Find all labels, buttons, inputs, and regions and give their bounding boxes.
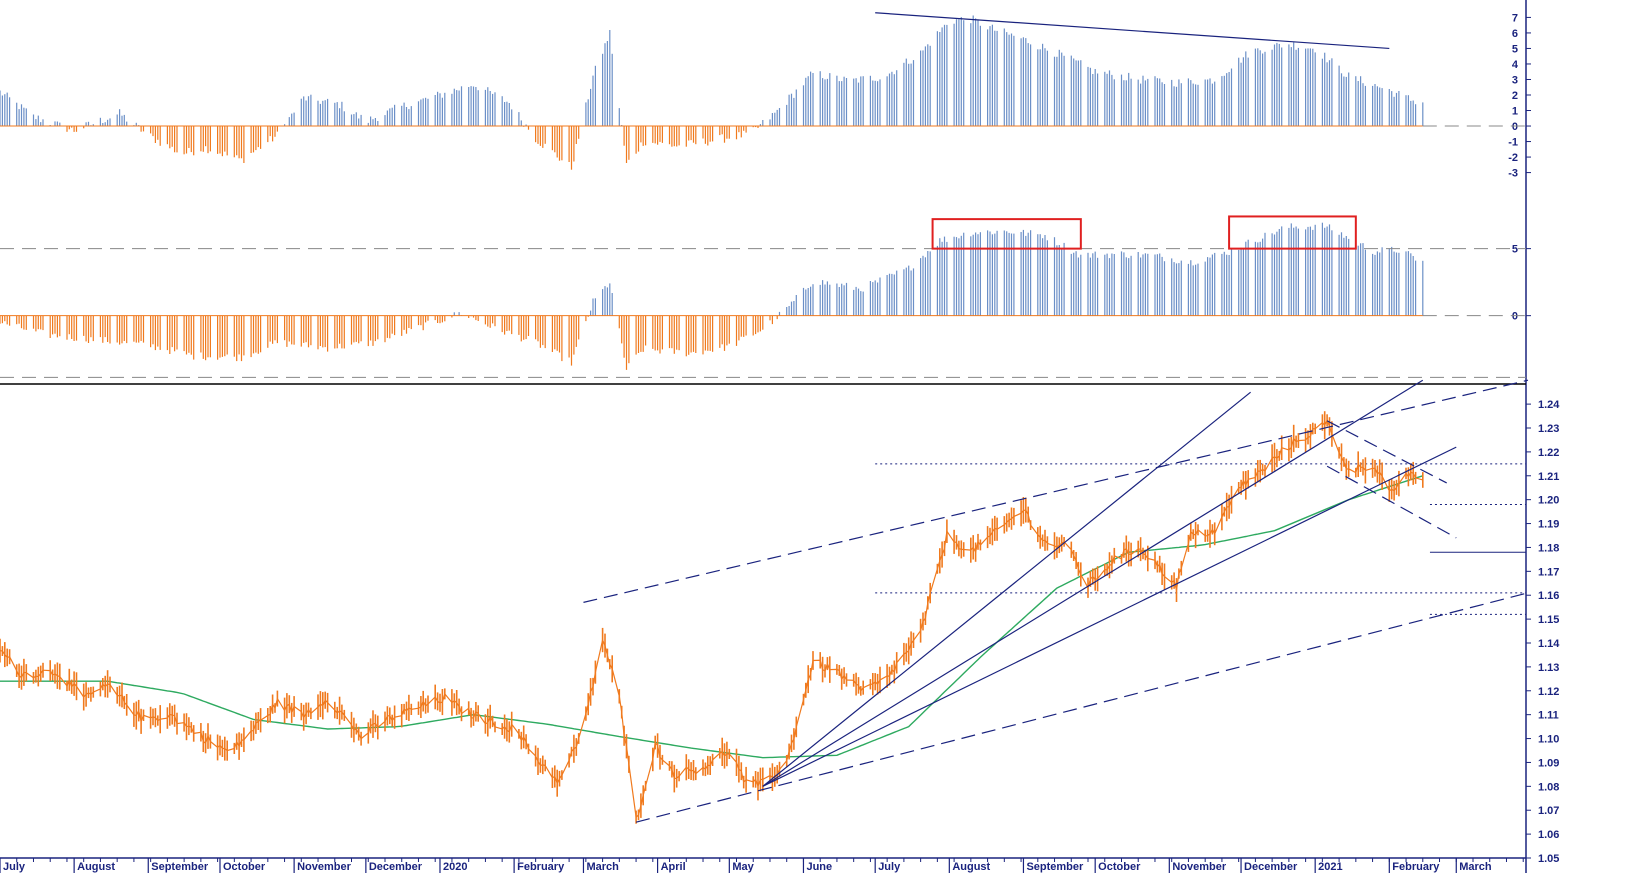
upper-momentum-ytick-label: 6	[1512, 28, 1518, 40]
x-month-label: August	[77, 861, 115, 873]
price-ytick-label: 1.14	[1538, 638, 1560, 650]
price-ytick-label: 1.19	[1538, 519, 1559, 531]
price-ytick-label: 1.13	[1538, 662, 1559, 674]
price-ytick-label: 1.08	[1538, 781, 1559, 793]
upper-momentum-ytick-label: -3	[1508, 168, 1518, 180]
x-month-label: April	[661, 861, 686, 873]
upper-momentum-ytick-label: 2	[1512, 90, 1518, 102]
middle-oscillator-ytick-label: 5	[1512, 244, 1518, 256]
x-month-label: August	[952, 861, 990, 873]
x-month-label: October	[1098, 861, 1141, 873]
price-ytick-label: 1.16	[1538, 590, 1559, 602]
price-ytick-label: 1.21	[1538, 471, 1559, 483]
x-month-label: May	[732, 861, 754, 873]
upper-momentum-trendline	[875, 12, 1390, 50]
x-month-label: June	[806, 861, 832, 873]
x-month-label: March	[1459, 861, 1492, 873]
upper-momentum-ytick-label: 3	[1512, 74, 1518, 86]
price-ytick-label: 1.20	[1538, 495, 1559, 507]
price-ytick-label: 1.18	[1538, 542, 1559, 554]
middle-oscillator-highlight-box	[1228, 215, 1357, 250]
price-ytick-label: 1.05	[1538, 853, 1559, 865]
price-ytick-label: 1.07	[1538, 805, 1559, 817]
price-trendline	[762, 391, 1251, 787]
price-trendline	[1326, 465, 1457, 539]
price-line	[0, 418, 1423, 819]
price-ytick-label: 1.17	[1538, 566, 1559, 578]
x-month-label: 2021	[1318, 861, 1342, 873]
upper-momentum-ytick-label: -1	[1508, 137, 1518, 149]
upper-momentum-ytick-label: 7	[1512, 12, 1518, 24]
x-month-label: September	[151, 861, 209, 873]
upper-momentum-ytick-label: 1	[1512, 106, 1518, 118]
price-trendline	[583, 379, 1529, 603]
upper-momentum-ytick-label: -2	[1508, 152, 1518, 164]
price-ytick-label: 1.06	[1538, 829, 1559, 841]
x-month-label: December	[369, 861, 423, 873]
x-month-label: February	[1392, 861, 1440, 873]
price-trendline	[1326, 420, 1447, 484]
x-month-label: July	[878, 861, 901, 873]
upper-momentum-ytick-label: 5	[1512, 43, 1518, 55]
price-trendline	[762, 379, 1424, 787]
x-month-label: February	[517, 861, 565, 873]
middle-oscillator-highlight-box	[931, 218, 1082, 250]
price-ytick-label: 1.23	[1538, 423, 1559, 435]
price-ytick-label: 1.12	[1538, 686, 1559, 698]
moving-average-line	[0, 475, 1424, 759]
x-month-label: March	[586, 861, 619, 873]
x-month-label: December	[1244, 861, 1298, 873]
price-ytick-label: 1.11	[1538, 710, 1559, 722]
middle-oscillator-ytick-label: 0	[1512, 311, 1518, 323]
x-month-label: November	[1172, 861, 1227, 873]
x-month-label: 2020	[443, 861, 467, 873]
price-ytick-label: 1.09	[1538, 757, 1559, 769]
x-month-label: October	[223, 861, 266, 873]
price-ytick-label: 1.22	[1538, 447, 1559, 459]
upper-momentum-ytick-label: 4	[1512, 59, 1519, 71]
price-ytick-label: 1.24	[1538, 399, 1560, 411]
x-month-label: September	[1026, 861, 1084, 873]
upper-momentum-ytick-label: 0	[1512, 121, 1518, 133]
x-month-label: November	[297, 861, 352, 873]
price-trendline	[635, 592, 1529, 823]
price-ytick-label: 1.10	[1538, 734, 1559, 746]
x-month-label: July	[3, 861, 26, 873]
price-trendline	[762, 446, 1457, 787]
price-ytick-label: 1.15	[1538, 614, 1559, 626]
